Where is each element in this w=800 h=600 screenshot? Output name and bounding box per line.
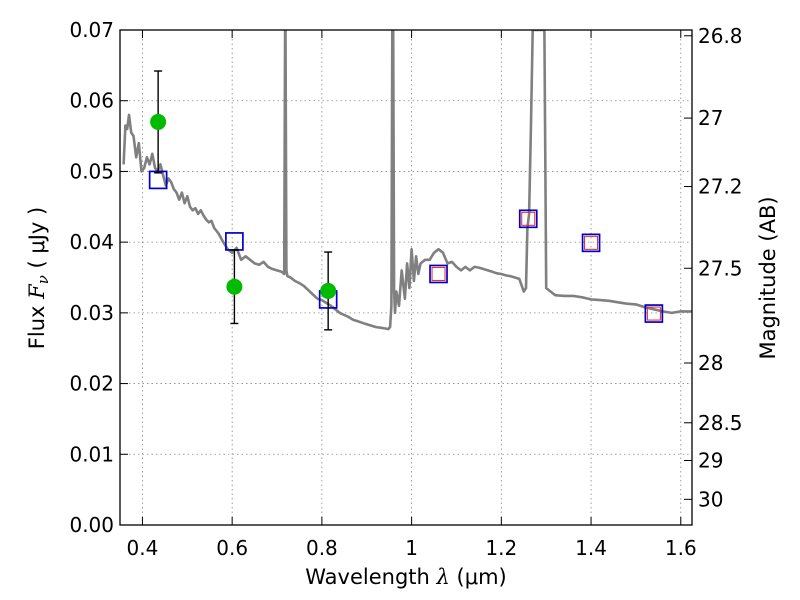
y-right-tick-label-6: 29 bbox=[698, 449, 723, 473]
plot-area bbox=[122, 30, 692, 331]
y-right-tick-label-4: 28 bbox=[698, 351, 723, 375]
inner-box-1 bbox=[521, 211, 536, 226]
plot-frame bbox=[119, 29, 693, 526]
observed-point-1 bbox=[226, 278, 243, 295]
y-right-tick-label-2: 27.2 bbox=[698, 175, 743, 199]
x-tick-label-6: 1.6 bbox=[665, 536, 697, 560]
axes: 0.4 0.6 0.8 1 1.2 1.4 1.6 0.00 0.01 0.02 0.03 0.04 0… bbox=[69, 18, 742, 560]
x-tick-label-2: 0.8 bbox=[306, 536, 338, 560]
model-box-4 bbox=[518, 209, 538, 229]
observed-point-0 bbox=[150, 113, 167, 130]
x-tick-label-5: 1.4 bbox=[575, 536, 607, 560]
inner-box-2 bbox=[584, 235, 599, 250]
y-right-axis-label: Magnitude (AB) bbox=[756, 196, 780, 359]
model-box-6 bbox=[644, 304, 664, 323]
x-axis-label-prefix: Wavelength bbox=[305, 565, 430, 589]
y-left-axis-label-unit: ( μJy ) bbox=[25, 207, 49, 269]
x-axis-label-unit: (μm) bbox=[457, 565, 507, 589]
x-axis-label-symbol: λ bbox=[436, 565, 450, 589]
model-box-3 bbox=[429, 264, 448, 284]
y-right-tick-label-0: 26.8 bbox=[698, 24, 743, 48]
x-tick-label-3: 1 bbox=[405, 536, 418, 560]
model-box-5 bbox=[581, 233, 601, 253]
y-left-tick-label-1: 0.01 bbox=[69, 442, 114, 466]
sed-line bbox=[122, 30, 692, 331]
y-right-tick-label-1: 27 bbox=[698, 106, 723, 130]
y-left-axis-label-subscript: ν bbox=[34, 275, 52, 284]
inner-box-3 bbox=[646, 306, 661, 321]
y-left-tick-label-6: 0.06 bbox=[69, 89, 114, 113]
x-tick-label-4: 1.2 bbox=[485, 536, 517, 560]
x-tick-label-1: 0.6 bbox=[216, 536, 248, 560]
inner-box-0 bbox=[431, 266, 446, 281]
y-left-tick-label-4: 0.04 bbox=[69, 230, 114, 254]
observed-point-2 bbox=[320, 282, 337, 299]
y-right-tick-label-7: 30 bbox=[698, 487, 723, 511]
y-left-tick-label-5: 0.05 bbox=[69, 159, 114, 183]
x-axis-label: Wavelength λ (μm) bbox=[305, 565, 506, 589]
y-right-tick-label-3: 27.5 bbox=[698, 256, 743, 280]
y-left-axis-label: Flux Fν ( μJy ) bbox=[25, 207, 52, 349]
y-left-tick-label-0: 0.00 bbox=[69, 513, 114, 537]
y-left-tick-label-3: 0.03 bbox=[69, 301, 114, 325]
y-left-tick-label-2: 0.02 bbox=[69, 372, 114, 396]
y-left-tick-label-7: 0.07 bbox=[69, 18, 114, 42]
y-right-tick-label-5: 28.5 bbox=[698, 411, 743, 435]
x-tick-label-0: 0.4 bbox=[127, 536, 159, 560]
y-left-axis-label-prefix: Flux bbox=[25, 306, 49, 350]
y-left-axis-label-symbol: F bbox=[25, 283, 49, 300]
